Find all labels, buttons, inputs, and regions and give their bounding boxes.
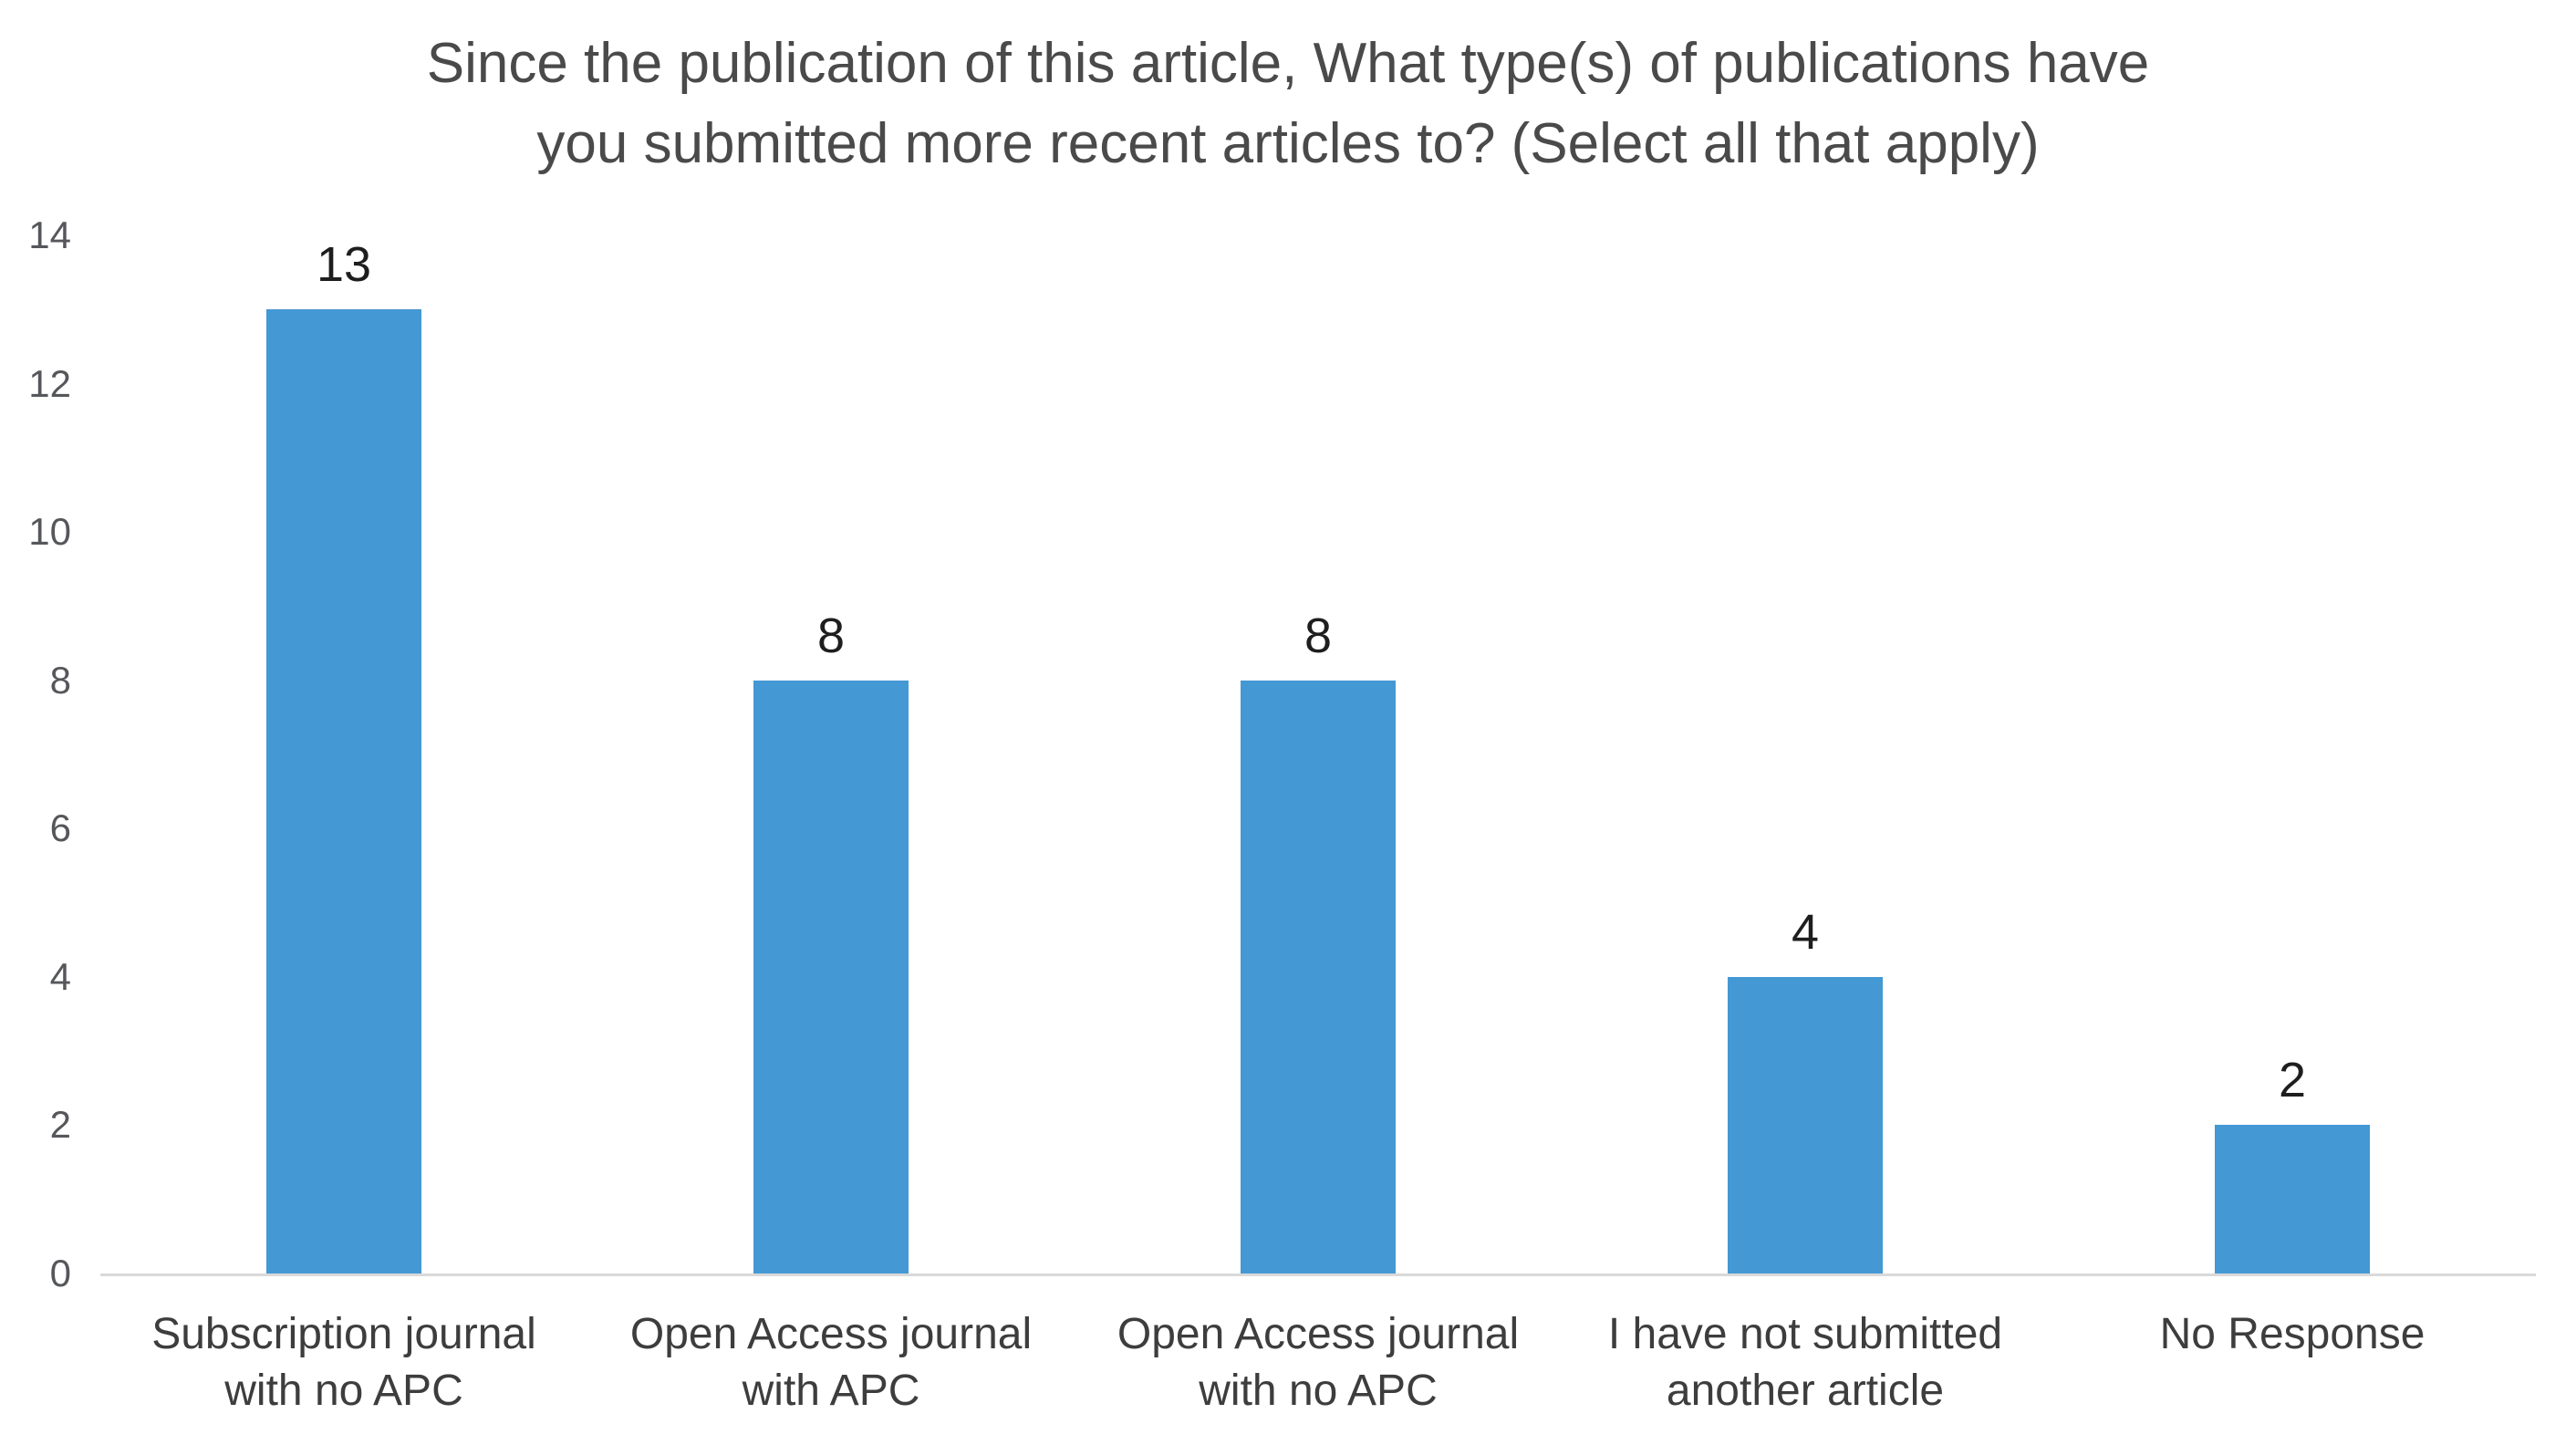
x-tick-label: Subscription journal with no APC [151, 1310, 536, 1415]
chart-title: Since the publication of this article, W… [426, 32, 2150, 175]
x-axis-line [100, 1273, 2536, 1276]
y-tick-label: 8 [49, 659, 71, 702]
bar [1241, 681, 1396, 1273]
bar-value-label: 8 [816, 608, 846, 663]
x-tick-label: Open Access journal with no APC [1117, 1310, 1520, 1415]
y-tick-label: 10 [28, 510, 71, 553]
bar-value-label: 8 [1304, 608, 1333, 663]
y-tick-label: 2 [49, 1103, 71, 1146]
y-tick-label: 12 [28, 362, 71, 405]
x-tick-label: Open Access journal with APC [629, 1310, 1033, 1415]
y-tick-label: 14 [28, 213, 71, 256]
bar-value-label: 13 [316, 237, 372, 292]
x-tick-label: No Response [2159, 1310, 2425, 1358]
y-tick-label: 6 [49, 806, 71, 849]
bar [2215, 1125, 2370, 1273]
bar-value-label: 4 [1791, 905, 1820, 960]
y-tick-label: 0 [49, 1252, 71, 1294]
bar [753, 681, 909, 1273]
bar [266, 309, 421, 1273]
x-tick-label: I have not submitted another article [1607, 1310, 2003, 1415]
bar [1728, 977, 1883, 1273]
y-tick-label: 4 [49, 955, 71, 998]
bar-value-label: 2 [2278, 1053, 2307, 1107]
